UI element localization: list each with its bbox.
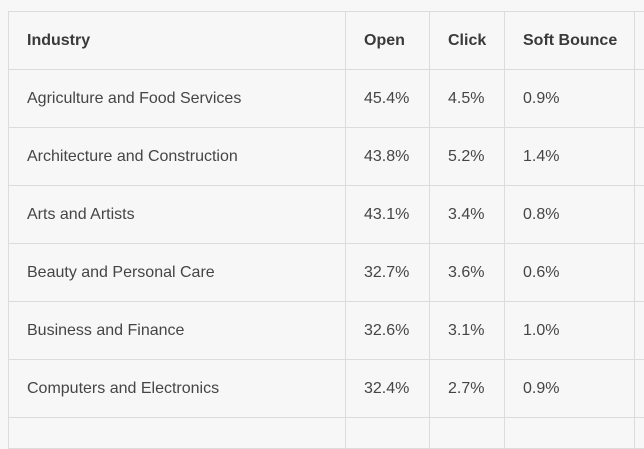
table-row: Arts and Artists 43.1% 3.4% 0.8% <box>9 186 644 244</box>
cell-open: 32.7% <box>346 244 430 302</box>
cell-open: 32.4% <box>346 360 430 418</box>
cell-industry: Computers and Electronics <box>9 360 346 418</box>
stats-table-container: Industry Open Click Soft Bounce Agricult… <box>8 11 644 449</box>
industry-stats-table: Industry Open Click Soft Bounce Agricult… <box>8 11 644 449</box>
column-header-cutoff <box>635 12 644 70</box>
cell-industry: Architecture and Construction <box>9 128 346 186</box>
table-row: Computers and Electronics 32.4% 2.7% 0.9… <box>9 360 644 418</box>
cell-soft-bounce: 0.9% <box>505 70 635 128</box>
column-header-industry: Industry <box>9 12 346 70</box>
table-header-row: Industry Open Click Soft Bounce <box>9 12 644 70</box>
cell-cutoff <box>635 244 644 302</box>
cell-click: 3.4% <box>430 186 505 244</box>
column-header-soft-bounce: Soft Bounce <box>505 12 635 70</box>
cell-industry: Business and Finance <box>9 302 346 360</box>
cell-soft-bounce: 0.9% <box>505 360 635 418</box>
cell-empty <box>430 418 505 449</box>
cell-cutoff <box>635 186 644 244</box>
cell-empty <box>505 418 635 449</box>
cell-industry: Agriculture and Food Services <box>9 70 346 128</box>
cell-soft-bounce: 0.6% <box>505 244 635 302</box>
column-header-open: Open <box>346 12 430 70</box>
table-row: Agriculture and Food Services 45.4% 4.5%… <box>9 70 644 128</box>
cell-open: 43.1% <box>346 186 430 244</box>
cell-open: 43.8% <box>346 128 430 186</box>
cell-cutoff <box>635 70 644 128</box>
table-row: Architecture and Construction 43.8% 5.2%… <box>9 128 644 186</box>
cell-open: 45.4% <box>346 70 430 128</box>
cell-cutoff <box>635 360 644 418</box>
cell-empty <box>9 418 346 449</box>
cell-soft-bounce: 1.0% <box>505 302 635 360</box>
cell-cutoff <box>635 128 644 186</box>
cell-click: 4.5% <box>430 70 505 128</box>
cell-empty <box>346 418 430 449</box>
cell-soft-bounce: 0.8% <box>505 186 635 244</box>
cell-cutoff <box>635 302 644 360</box>
cell-industry: Beauty and Personal Care <box>9 244 346 302</box>
cell-click: 5.2% <box>430 128 505 186</box>
cell-soft-bounce: 1.4% <box>505 128 635 186</box>
cell-empty <box>635 418 644 449</box>
table-row-partial <box>9 418 644 449</box>
column-header-click: Click <box>430 12 505 70</box>
cell-open: 32.6% <box>346 302 430 360</box>
cell-industry: Arts and Artists <box>9 186 346 244</box>
table-row: Beauty and Personal Care 32.7% 3.6% 0.6% <box>9 244 644 302</box>
table-row: Business and Finance 32.6% 3.1% 1.0% <box>9 302 644 360</box>
cell-click: 3.6% <box>430 244 505 302</box>
cell-click: 3.1% <box>430 302 505 360</box>
cell-click: 2.7% <box>430 360 505 418</box>
